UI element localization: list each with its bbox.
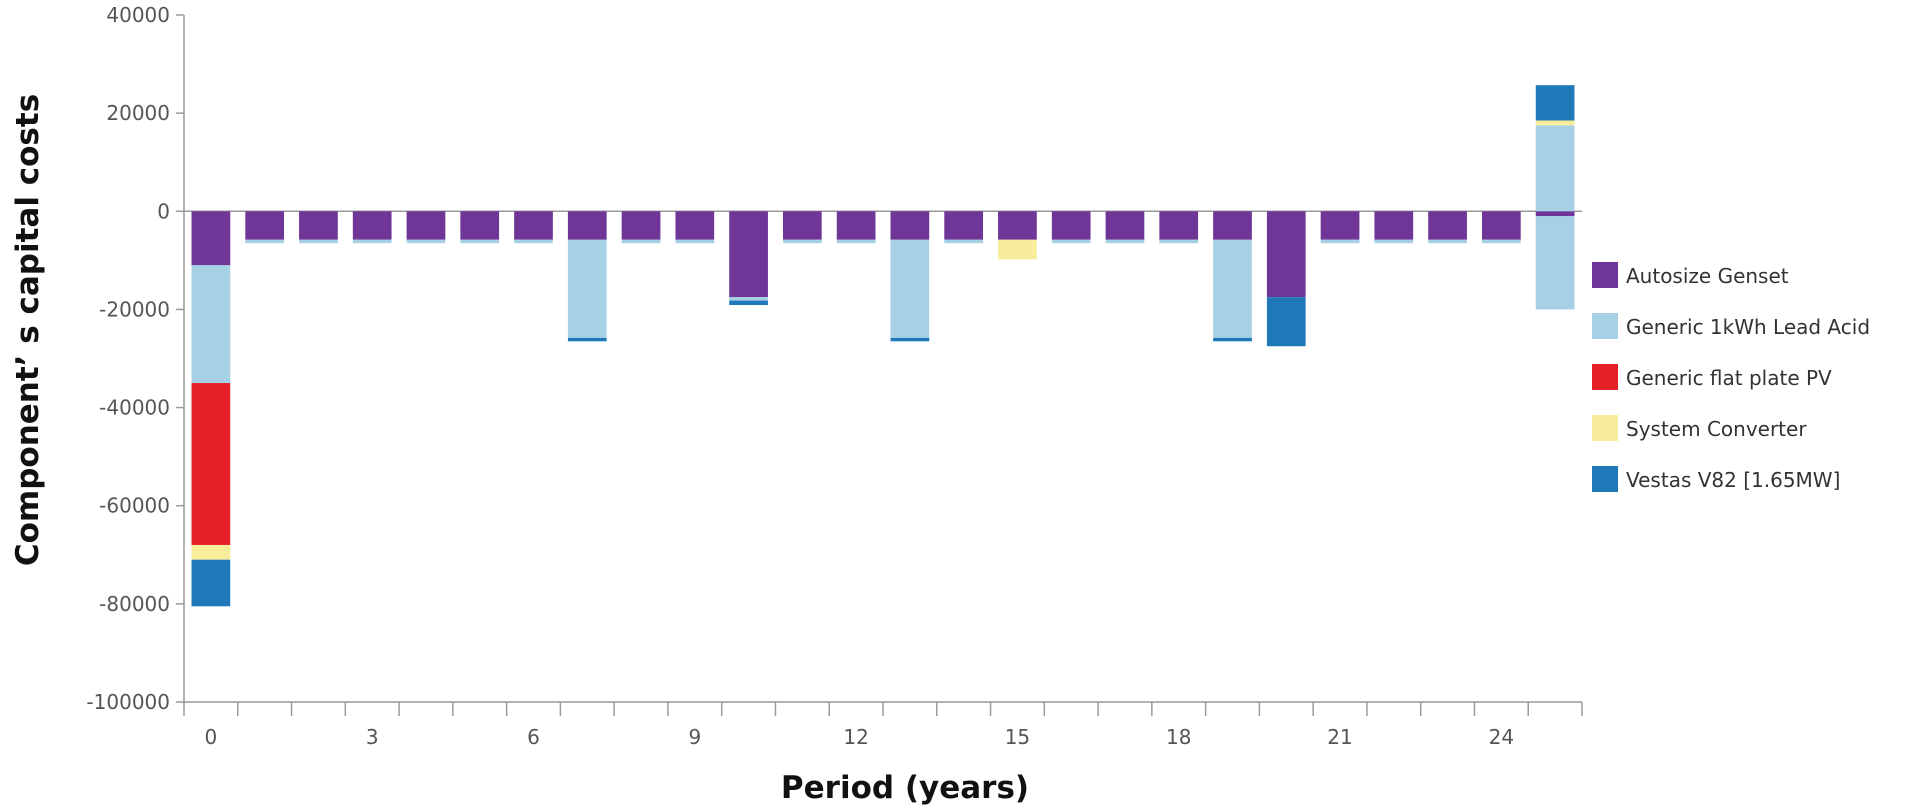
bar-segment <box>729 300 768 306</box>
bar-segment <box>1105 239 1145 244</box>
legend-swatch <box>1592 313 1618 339</box>
bar-segment <box>352 211 392 240</box>
legend-swatch <box>1592 415 1618 441</box>
bar-segment <box>621 239 661 244</box>
bar-segment <box>1105 211 1145 240</box>
x-tick-label: 9 <box>688 725 701 749</box>
bar-segment <box>1159 239 1199 244</box>
bar-segment <box>191 211 231 266</box>
bar-segment <box>1374 211 1414 240</box>
x-tick-label: 18 <box>1166 725 1191 749</box>
legend-label: Generic flat plate PV <box>1626 366 1832 390</box>
bar-segment <box>1159 211 1199 240</box>
x-tick-label: 21 <box>1327 725 1352 749</box>
y-tick-label: 0 <box>157 199 170 223</box>
bar-segment <box>299 211 338 240</box>
x-tick-label: 15 <box>1005 725 1030 749</box>
bar-segment <box>836 211 876 240</box>
bar-segment <box>567 211 607 240</box>
bar-segment <box>782 211 822 240</box>
y-tick-label: -40000 <box>99 396 170 420</box>
bar-segment <box>1051 211 1091 240</box>
bar-segment <box>1535 120 1575 126</box>
y-tick-label: 20000 <box>106 101 170 125</box>
bar-segment <box>299 239 338 244</box>
bar-segment <box>567 239 607 338</box>
y-axis: 40000 20000 0 -20000 -40000 -60000 -80000 -1000… <box>86 3 185 714</box>
bar-segment <box>1481 211 1521 240</box>
legend-swatch <box>1592 364 1618 390</box>
bar-segment <box>1535 211 1575 217</box>
y-tick-label: -60000 <box>99 494 170 518</box>
bar-segment <box>1374 239 1414 244</box>
bar-segment <box>1320 211 1360 240</box>
bar-segment <box>621 211 661 240</box>
bar-segment <box>675 211 715 240</box>
bar-segment <box>406 211 446 240</box>
bar-segment <box>567 337 607 342</box>
legend-label: Generic 1kWh Lead Acid <box>1626 315 1870 339</box>
y-tick-label: -20000 <box>99 297 170 321</box>
y-axis-title: Component’ s capital costs <box>10 94 46 566</box>
bar-segment <box>729 211 768 298</box>
bar-segment <box>1428 211 1467 240</box>
bar-segment <box>460 239 500 244</box>
bar-segment <box>729 297 768 301</box>
x-tick-label: 3 <box>366 725 379 749</box>
y-tick-label: -80000 <box>99 592 170 616</box>
x-tick-label: 24 <box>1489 725 1514 749</box>
legend-label: Vestas V82 [1.65MW] <box>1626 468 1840 492</box>
bar-segment <box>191 544 231 560</box>
x-tick-label: 0 <box>205 725 218 749</box>
bar-segment <box>1535 216 1575 310</box>
bar-segment <box>191 559 231 607</box>
bar-segment <box>1535 85 1575 121</box>
legend-swatch <box>1592 466 1618 492</box>
bar-segment <box>1213 239 1252 338</box>
bar-segment <box>245 211 285 240</box>
bar-segment <box>890 239 930 338</box>
legend-label: Autosize Genset <box>1626 264 1789 288</box>
bar-segment <box>1266 211 1306 298</box>
bar-segment <box>998 239 1037 260</box>
y-tick-label: 40000 <box>106 3 170 27</box>
bar-segment <box>1428 239 1467 244</box>
bar-segment <box>1051 239 1091 244</box>
y-tick-label: -100000 <box>86 690 170 714</box>
bar-segment <box>944 239 984 244</box>
x-tick-label: 6 <box>527 725 540 749</box>
bar-segment <box>245 239 285 244</box>
bars <box>191 85 1575 607</box>
x-tick-label: 12 <box>843 725 868 749</box>
bar-segment <box>352 239 392 244</box>
bar-segment <box>1320 239 1360 244</box>
bar-segment <box>836 239 876 244</box>
bar-segment <box>782 239 822 244</box>
bar-segment <box>191 265 231 384</box>
x-axis: 0 3 6 9 12 15 18 21 24 <box>183 210 1583 749</box>
x-axis-title: Period (years) <box>781 770 1029 806</box>
bar-segment <box>514 211 553 240</box>
bar-segment <box>1481 239 1521 244</box>
bar-segment <box>890 211 930 240</box>
bar-segment <box>1266 297 1306 347</box>
legend-label: System Converter <box>1626 417 1807 441</box>
bar-segment <box>675 239 715 244</box>
legend: Autosize Genset Generic 1kWh Lead Acid Gen… <box>1592 262 1870 492</box>
bar-segment <box>1213 211 1252 240</box>
bar-segment <box>890 337 930 342</box>
bar-segment <box>191 383 231 545</box>
bar-segment <box>944 211 984 240</box>
bar-segment <box>1535 125 1575 212</box>
bar-segment <box>514 239 553 244</box>
legend-swatch <box>1592 262 1618 288</box>
bar-segment <box>1213 337 1252 342</box>
bar-segment <box>460 211 500 240</box>
bar-segment <box>406 239 446 244</box>
bar-segment <box>998 211 1037 240</box>
